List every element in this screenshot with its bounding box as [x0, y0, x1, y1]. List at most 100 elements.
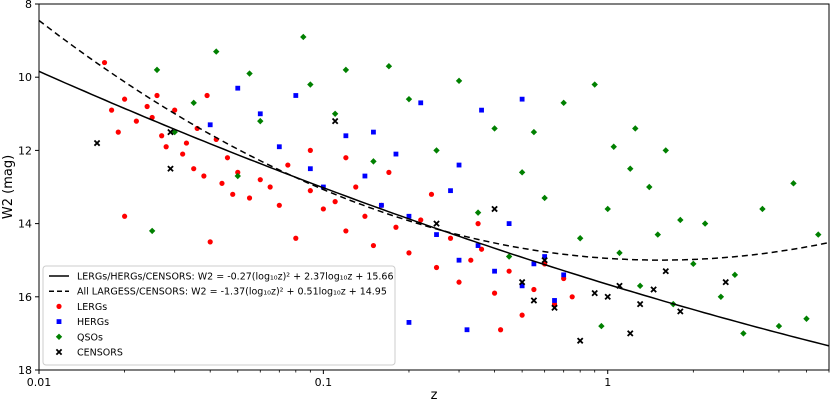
lergs-point: [447, 235, 454, 241]
qsos-point: [234, 172, 241, 180]
lergs-point: [386, 169, 392, 175]
censors-point: [722, 278, 729, 286]
censors-point: [93, 139, 101, 147]
hergs-point: [406, 320, 412, 325]
lergs-point: [154, 92, 160, 99]
censors-point: [518, 278, 526, 286]
hergs-point: [257, 111, 263, 117]
qsos-point: [604, 205, 611, 213]
qsos-point: [627, 165, 634, 172]
censors-point: [636, 300, 644, 308]
qsos-point: [385, 63, 393, 70]
hergs-point: [479, 107, 484, 113]
lergs-point: [204, 92, 210, 99]
qsos-point: [731, 271, 739, 279]
hergs-point: [519, 96, 525, 102]
qsos-point: [654, 231, 661, 238]
lergs-point: [180, 151, 186, 157]
lergs-point: [224, 155, 231, 161]
legend-marker-swatch: [55, 333, 63, 340]
y-axis-label: W2 (mag): [1, 155, 16, 219]
lergs-point: [133, 118, 139, 124]
lergs-point: [201, 173, 207, 179]
hergs-point: [276, 144, 282, 150]
qsos-point: [342, 66, 350, 74]
hergs-point: [492, 268, 497, 274]
qsos-point: [616, 249, 623, 257]
censors-point: [627, 330, 634, 337]
lergs-point: [307, 188, 313, 194]
legend: LERGs/HERGs/CENSORS: W2 = -0.27(log₁₀z)²…: [42, 265, 396, 366]
hergs-point: [475, 243, 481, 248]
qsos-point: [759, 205, 766, 213]
qsos-point: [576, 235, 584, 242]
lergs-point: [393, 224, 399, 230]
legend-label: HERGs: [77, 317, 109, 328]
lergs-point: [332, 199, 338, 205]
y-tick-label: 12: [18, 144, 32, 157]
lergs-point: [276, 202, 282, 208]
qsos-point: [591, 81, 598, 88]
series-qsos: [148, 33, 822, 337]
censors-point: [551, 304, 558, 312]
legend-label: CENSORS: [77, 348, 123, 359]
hergs-point: [542, 254, 548, 259]
y-tick-label: 18: [18, 364, 32, 377]
lergs-point: [144, 103, 150, 110]
censors-point: [541, 256, 548, 264]
lergs-point: [475, 221, 481, 227]
lergs-point: [362, 213, 368, 219]
hergs-point: [456, 257, 462, 263]
qsos-point: [331, 110, 339, 117]
hergs-point: [406, 213, 412, 219]
lergs-point: [159, 133, 165, 139]
qsos-point: [598, 322, 605, 330]
qsos-point: [636, 282, 644, 290]
qsos-point: [455, 77, 463, 85]
x-tick-label: 1: [604, 376, 611, 389]
x-axis-label: z: [431, 388, 438, 403]
censors-point: [650, 286, 657, 293]
hergs-point: [448, 188, 453, 194]
hergs-point: [207, 122, 213, 128]
y-tick-label: 10: [18, 71, 32, 84]
censors-point: [604, 293, 611, 301]
lergs-point: [320, 206, 326, 212]
qsos-point: [370, 158, 377, 165]
lergs-point: [122, 96, 128, 102]
lergs-point: [307, 147, 313, 153]
lergs-point: [491, 290, 498, 296]
hergs-point: [371, 129, 376, 135]
censors-point: [167, 128, 174, 136]
censors-point: [433, 220, 440, 227]
legend-label: All LARGESS/CENSORS: W2 = -1.37(log₁₀z)²…: [77, 287, 387, 298]
legend-box: [42, 265, 396, 366]
lergs-point: [406, 250, 412, 256]
fit-line-all-largess: [38, 19, 830, 261]
qsos-point: [677, 216, 684, 224]
legend-label: LERGs: [77, 302, 107, 313]
qsos-point: [257, 117, 264, 125]
hergs-point: [418, 100, 424, 106]
qsos-point: [474, 209, 482, 216]
lergs-point: [115, 129, 121, 135]
lergs-point: [191, 166, 197, 172]
lergs-point: [456, 279, 462, 285]
hergs-point: [434, 232, 439, 237]
lergs-point: [257, 177, 263, 183]
lergs-point: [293, 235, 299, 241]
qsos-point: [701, 220, 709, 227]
legend-marker-swatch: [56, 319, 62, 324]
hergs-point: [379, 202, 384, 208]
legend-marker-swatch: [56, 303, 62, 309]
qsos-point: [153, 66, 161, 74]
series-hergs: [207, 85, 567, 333]
lergs-point: [172, 107, 178, 113]
qsos-point: [405, 95, 413, 103]
lergs-point: [370, 242, 377, 249]
qsos-point: [518, 169, 526, 176]
qsos-point: [246, 70, 253, 77]
lergs-point: [428, 191, 435, 197]
lergs-point: [343, 155, 349, 161]
